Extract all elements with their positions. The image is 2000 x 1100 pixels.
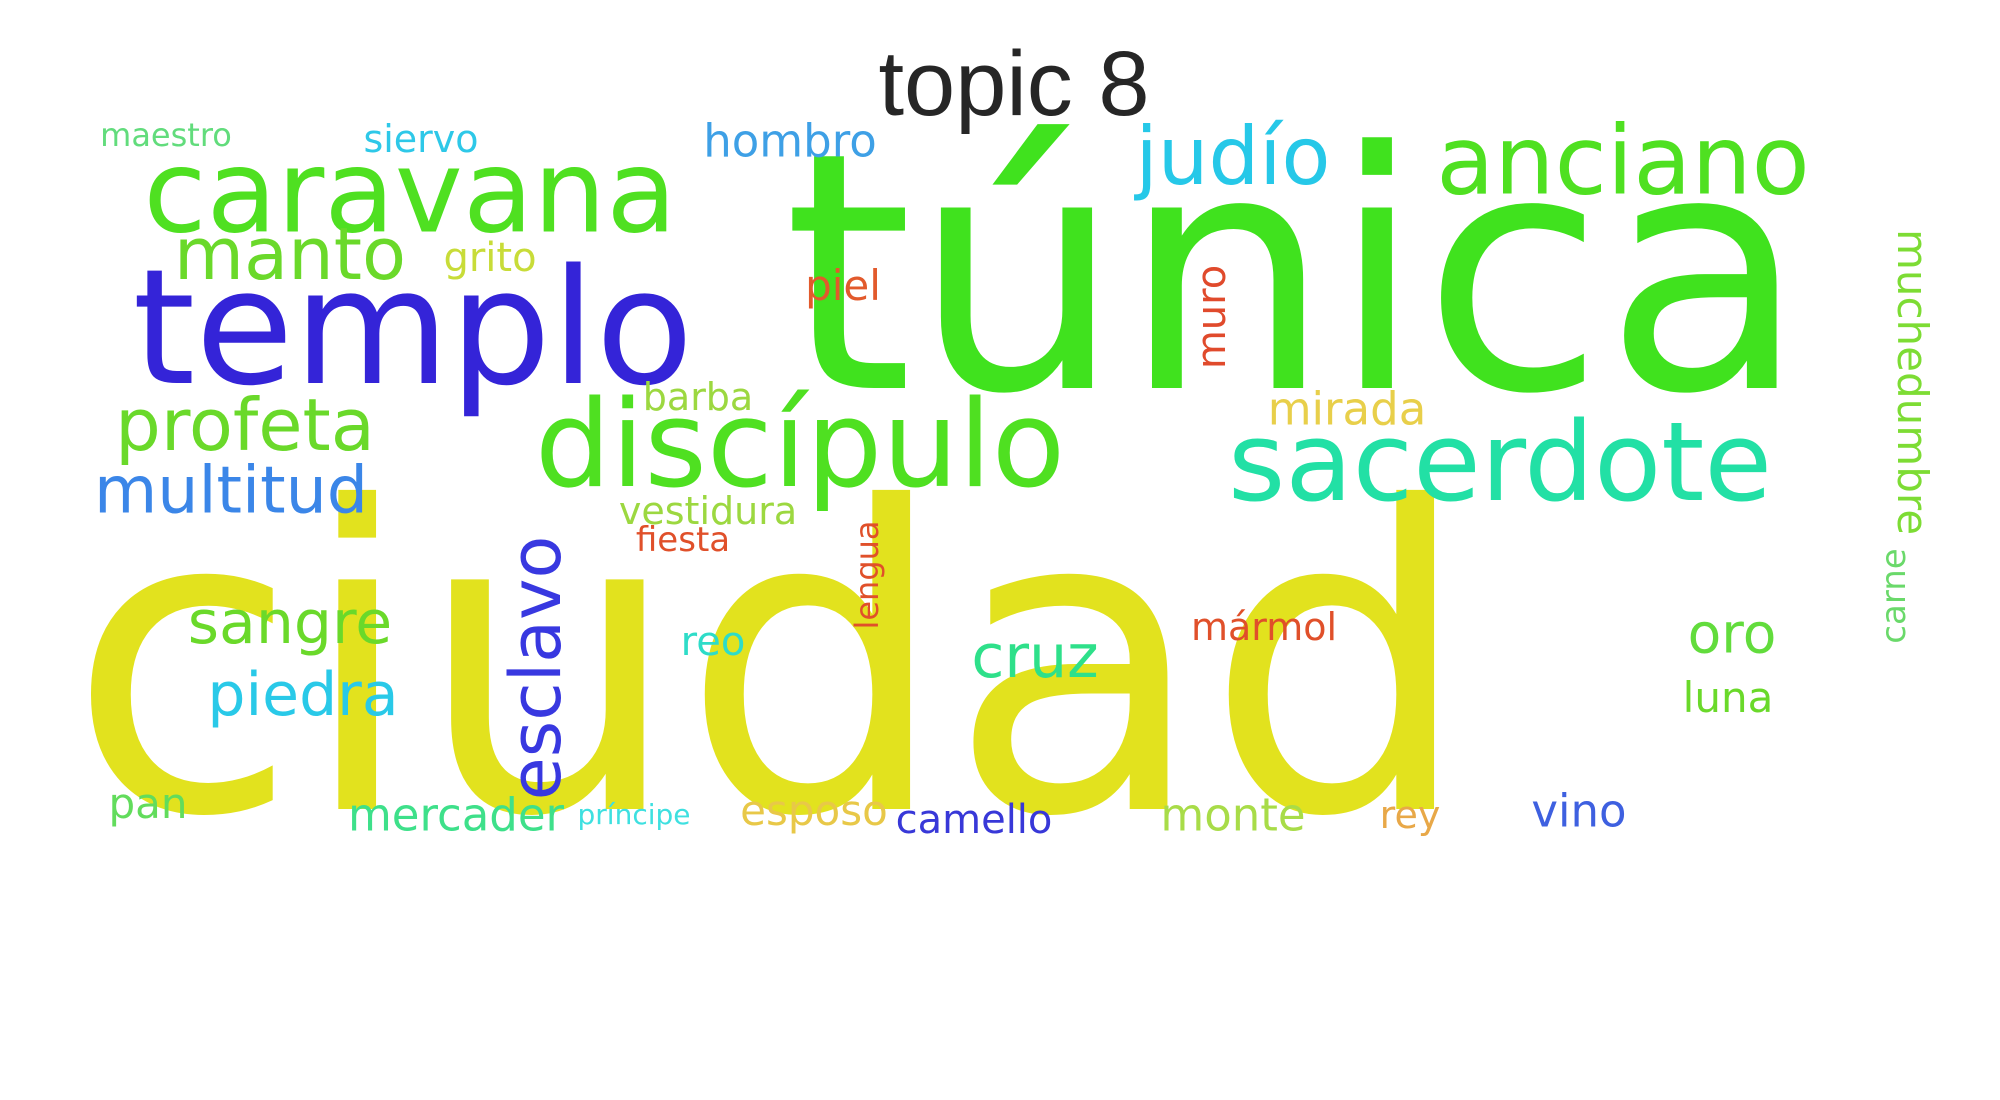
word-manto: manto [173, 212, 407, 296]
word-muchedumbre: muchedumbre [1888, 228, 1937, 536]
word-esclavo: esclavo [495, 535, 577, 801]
word-cruz: cruz [971, 622, 1099, 692]
word-mármol: mármol [1190, 605, 1338, 649]
word-caravana: caravana [143, 125, 677, 260]
word-príncipe: príncipe [577, 798, 691, 831]
word-ciudad: ciudad [67, 420, 1473, 909]
word-judío: judío [1135, 110, 1331, 203]
word-maestro: maestro [100, 116, 232, 154]
word-piedra: piedra [207, 660, 399, 730]
word-reo: reo [680, 619, 746, 665]
word-pan: pan [108, 779, 188, 828]
word-mercader: mercader [347, 788, 565, 842]
word-templo: templo [132, 234, 694, 421]
word-monte: monte [1160, 788, 1306, 842]
word-multitud: multitud [93, 453, 369, 529]
word-mirada: mirada [1267, 382, 1427, 436]
word-vestidura: vestidura [618, 489, 798, 533]
word-muro: muro [1189, 264, 1235, 370]
word-vino: vino [1531, 784, 1627, 838]
word-oro: oro [1687, 601, 1777, 666]
word-lengua: lengua [848, 520, 886, 630]
word-sangre: sangre [187, 588, 393, 658]
word-hombro: hombro [703, 114, 877, 168]
word-siervo: siervo [363, 117, 479, 161]
word-fiesta: fiesta [635, 520, 731, 560]
word-piel: piel [805, 261, 881, 310]
word-anciano: anciano [1436, 106, 1810, 217]
word-grito: grito [443, 235, 537, 281]
word-carne: carne [1874, 548, 1914, 644]
word-esposo: esposo [740, 786, 888, 835]
word-profeta: profeta [115, 383, 375, 467]
word-túnica: túnica [783, 82, 1807, 466]
word-camello: camello [895, 797, 1053, 843]
word-sacerdote: sacerdote [1227, 398, 1773, 526]
word-luna: luna [1682, 673, 1774, 722]
chart-title: topic 8 [878, 33, 1150, 135]
word-barba: barba [642, 375, 754, 419]
word-rey: rey [1379, 793, 1441, 837]
word-discípulo: discípulo [534, 376, 1066, 515]
